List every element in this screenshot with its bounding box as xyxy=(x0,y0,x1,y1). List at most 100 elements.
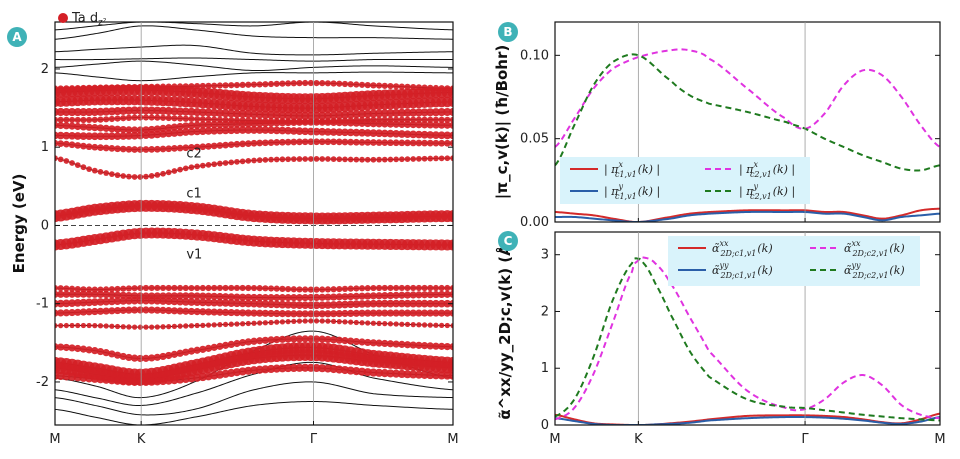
projection-dot-v5 xyxy=(403,309,412,317)
projection-dot-v3 xyxy=(330,293,338,301)
projection-dot-v4 xyxy=(130,296,139,305)
projection-dot-b6 xyxy=(73,132,82,140)
legend-label-sup: y xyxy=(617,182,623,191)
projection-dot-c2 xyxy=(80,164,87,171)
projection-dot-b12 xyxy=(245,81,252,88)
projection-dot-b8 xyxy=(267,117,275,125)
projection-dot-b5 xyxy=(421,139,428,147)
projection-dot-v5 xyxy=(244,309,252,317)
projection-dot-b5 xyxy=(227,141,235,149)
projection-dot-b9 xyxy=(141,106,151,115)
projection-dot-b9 xyxy=(147,106,156,115)
panel-c-frame xyxy=(554,231,941,426)
projection-dot-c2 xyxy=(273,156,280,163)
projection-dot-c2 xyxy=(63,158,70,164)
legend-label-base: | π xyxy=(604,185,619,199)
projection-dot-v7 xyxy=(199,345,207,353)
projection-dot-b12 xyxy=(85,84,93,91)
projection-dot-b6 xyxy=(147,131,156,139)
projection-dot-v2 xyxy=(296,286,303,293)
projection-dot-c2 xyxy=(55,155,58,162)
projection-dot-b12 xyxy=(68,85,76,92)
projection-dot-b8 xyxy=(211,116,218,123)
panel-b-legend: | πx c1,v1(k) || πy c1,v1(k) || πx c2,v1(k)… xyxy=(560,157,810,204)
projection-dot-b6 xyxy=(193,127,201,136)
projection-dot-b5 xyxy=(63,140,70,148)
projection-dot-v5 xyxy=(318,310,326,318)
projection-dot-v7 xyxy=(239,339,247,347)
projection-dot-v4 xyxy=(278,300,287,309)
projection-dot-v10 xyxy=(130,377,139,386)
projection-dot-c2 xyxy=(398,156,405,163)
projection-dot-c2 xyxy=(57,156,64,163)
projection-dot-v3 xyxy=(335,293,343,301)
projection-dot-b12 xyxy=(444,85,451,92)
band-b13 xyxy=(55,71,453,82)
projection-dot-b12 xyxy=(120,84,127,91)
projection-dot-v5 xyxy=(182,307,190,315)
projection-dot-b8 xyxy=(176,115,184,122)
series-line-1 xyxy=(555,415,940,425)
band-v13 xyxy=(55,381,453,416)
projection-dot-b12 xyxy=(273,80,280,87)
projection-dot-b9 xyxy=(136,106,145,115)
projection-dot-b6 xyxy=(363,129,372,137)
projection-dot-b7 xyxy=(142,126,150,134)
projection-dot-b5 xyxy=(210,142,218,150)
projection-dot-b9 xyxy=(403,108,412,117)
projection-dot-v4 xyxy=(250,299,258,308)
projection-dot-b9 xyxy=(301,111,310,120)
legend-label-sup: yy xyxy=(850,261,861,270)
projection-dot-v6 xyxy=(296,318,303,324)
band-b18 xyxy=(55,22,453,31)
projection-dot-b5 xyxy=(85,143,93,151)
projection-dot-c2 xyxy=(444,155,451,162)
projection-dot-b6 xyxy=(96,132,105,141)
projection-dot-v4 xyxy=(415,299,423,308)
projection-dot-v3 xyxy=(227,293,235,301)
projection-dot-v3 xyxy=(290,294,298,302)
projection-dot-v3 xyxy=(420,291,429,299)
projection-dot-v2 xyxy=(176,284,184,292)
projection-dot-v4 xyxy=(108,297,116,306)
projection-dot-v7 xyxy=(438,342,446,350)
legend-label-main: Ta d xyxy=(71,11,98,26)
projection-dot-v6 xyxy=(348,319,354,325)
projection-dot-v6 xyxy=(171,323,178,330)
projection-dot-v2 xyxy=(171,284,178,292)
projection-dot-b8 xyxy=(233,117,241,124)
projection-dot-b12 xyxy=(154,83,161,90)
projection-dot-b8 xyxy=(114,115,121,122)
projection-dot-v4 xyxy=(198,298,207,307)
projection-dot-v5 xyxy=(113,306,122,315)
projection-dot-b9 xyxy=(375,109,384,118)
projection-dot-v2 xyxy=(142,284,150,292)
x-tick-label: Γ xyxy=(310,432,318,447)
projection-dot-b12 xyxy=(148,83,155,90)
projection-dot-v5 xyxy=(312,310,321,318)
projection-dot-v6 xyxy=(444,322,450,329)
band-b17 xyxy=(55,25,453,40)
projection-dot-c2 xyxy=(251,157,257,164)
projection-dot-b9 xyxy=(409,108,418,117)
projection-dot-b12 xyxy=(415,84,423,91)
projection-dot-b5 xyxy=(301,138,309,146)
projection-dot-b12 xyxy=(256,81,263,88)
projection-dot-v6 xyxy=(274,319,280,325)
projection-dot-b12 xyxy=(358,81,366,88)
legend-label-sup: xx xyxy=(851,239,861,248)
projection-dot-b8 xyxy=(131,114,138,121)
projection-dot-b7 xyxy=(187,121,196,130)
projection-dot-b6 xyxy=(301,127,310,136)
legend-label-sub: 2D;c2,v1 xyxy=(851,271,888,280)
projection-dot-v3 xyxy=(295,293,304,302)
projection-dot-v4 xyxy=(176,297,184,306)
projection-dot-b7 xyxy=(415,121,423,129)
projection-dot-b6 xyxy=(432,131,440,139)
projection-dot-b5 xyxy=(449,139,453,147)
projection-dot-v3 xyxy=(210,292,218,300)
projection-dot-c2 xyxy=(381,156,388,163)
projection-dot-v4 xyxy=(329,301,338,309)
projection-dot-v2 xyxy=(319,286,326,293)
projection-dot-v6 xyxy=(166,323,172,330)
